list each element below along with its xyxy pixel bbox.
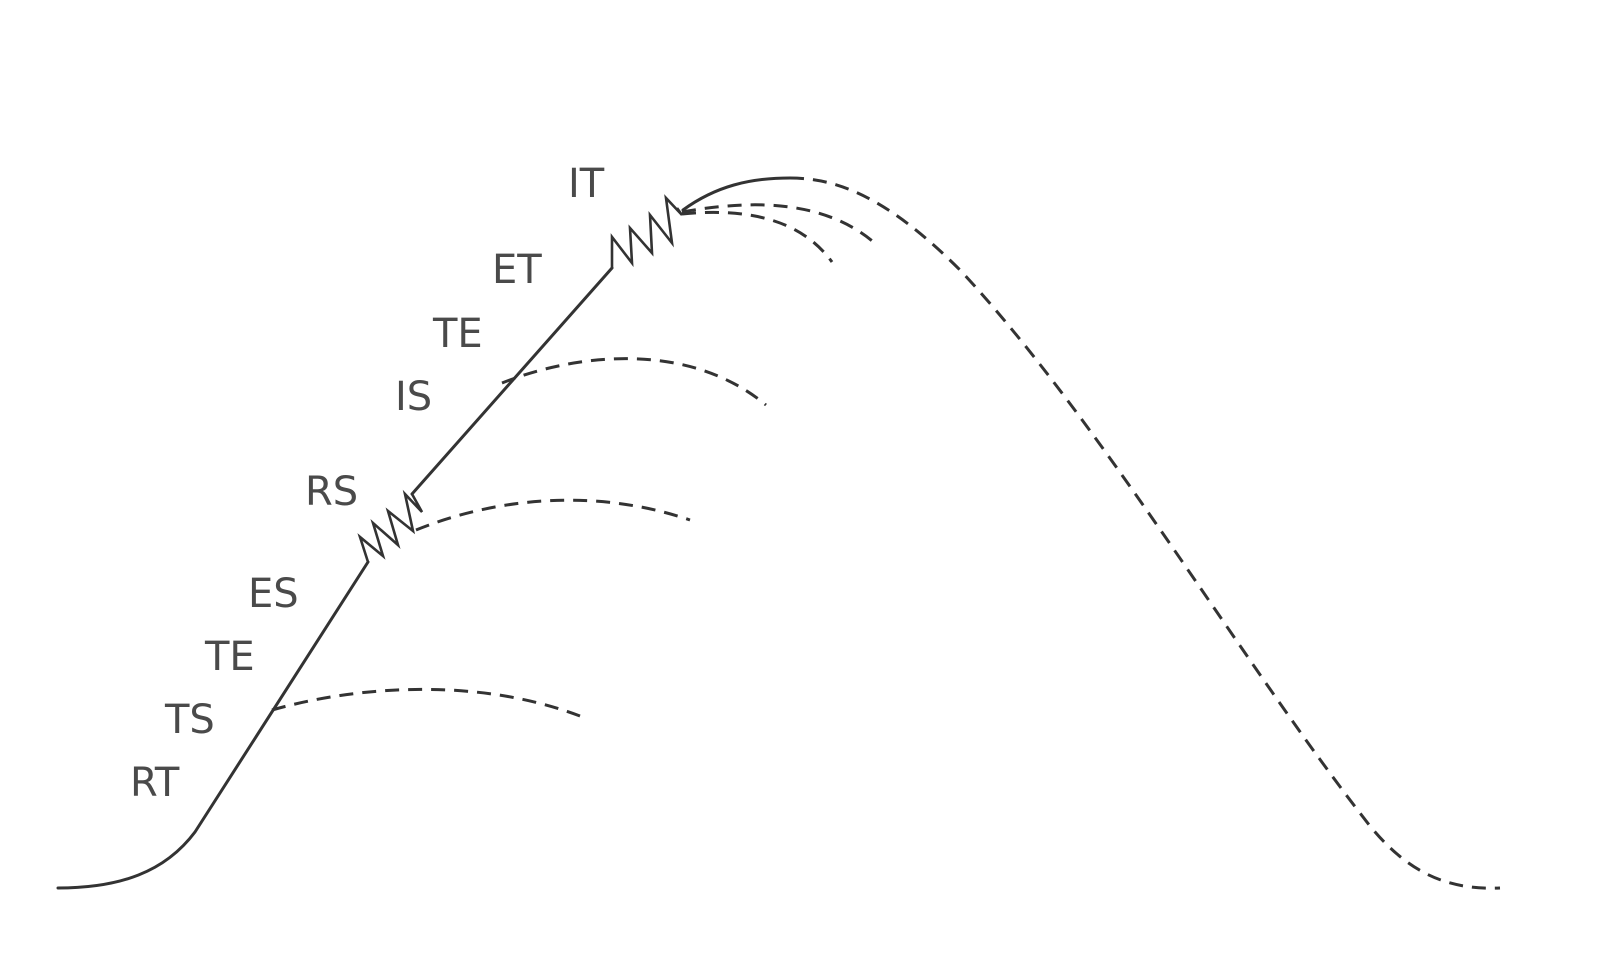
main-curve-top-bend — [681, 176, 792, 212]
top-branch-dashed-1 — [681, 203, 880, 248]
branch-from-rs-dashed — [415, 498, 691, 532]
main-curve-middle-segment — [410, 266, 614, 496]
label-is: IS — [395, 374, 432, 420]
label-es: ES — [248, 571, 299, 617]
zigzag-rs — [357, 489, 424, 563]
label-te-upper: TE — [432, 311, 483, 357]
label-rt: RT — [130, 760, 180, 806]
label-te-lower: TE — [204, 634, 255, 680]
top-branch-dashed-2 — [681, 210, 834, 263]
label-et: ET — [492, 247, 542, 293]
zigzag-it — [610, 194, 684, 268]
label-ts: TS — [164, 697, 215, 743]
label-rs: RS — [305, 469, 358, 515]
branch-from-ts-dashed — [271, 687, 581, 718]
branch-from-is-dashed — [501, 357, 767, 407]
main-decline-dashed-curve — [789, 176, 1501, 890]
main-curve-lower-segment — [56, 560, 370, 890]
label-it: IT — [568, 161, 605, 207]
